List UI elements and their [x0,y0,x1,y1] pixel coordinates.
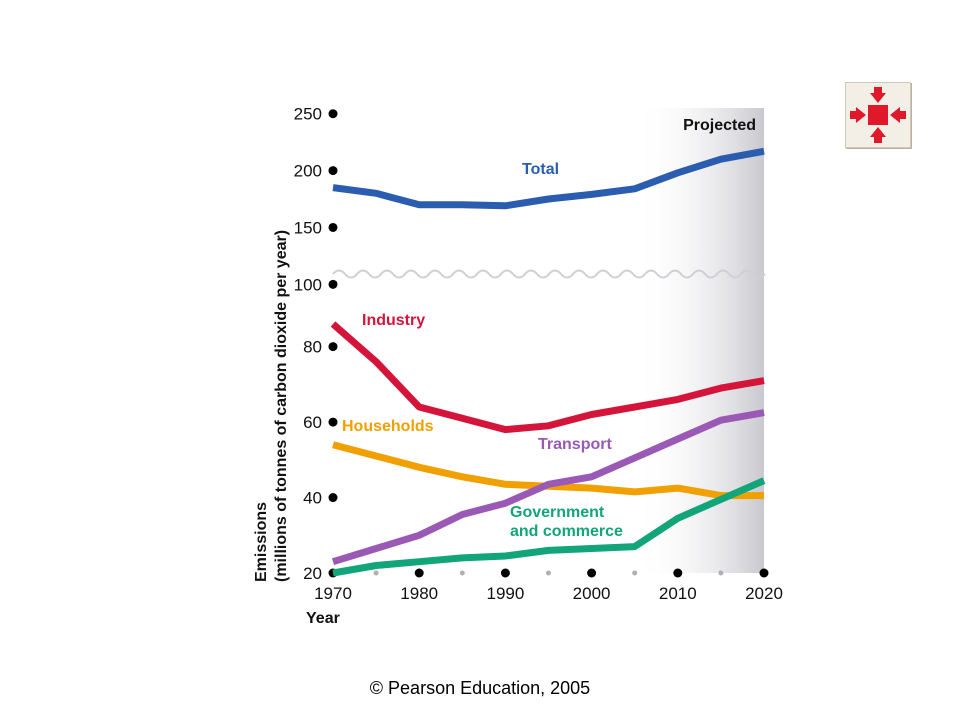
y-axis-title-line2: (millions of tonnes of carbon dioxide pe… [273,230,290,582]
y-tick-label: 20 [303,564,322,583]
x-tick-label: 2010 [659,584,697,603]
axis-break-wave [332,269,766,279]
series-lines [330,147,766,577]
series-label-government: Government and commerce [510,504,623,540]
x-tick-label: 2000 [573,584,611,603]
y-tick-label: 150 [294,218,322,237]
x-minor-tick-dot [632,570,638,576]
x-minor-tick-dot [459,570,465,576]
x-tick-dot [759,568,769,578]
x-tick-label: 1990 [486,584,524,603]
x-tick-dot [673,568,683,578]
copyright-notice: © Pearson Education, 2005 [369,678,591,698]
y-tick-label: 40 [303,489,322,508]
y-tick-label: 80 [303,338,322,357]
x-axis-title: Year [306,610,340,627]
y-tick-dot [328,279,338,289]
series-label-industry: Industry [362,312,425,329]
x-minor-tick-dot [373,570,379,576]
y-tick-label: 200 [294,162,322,181]
series-line-total [332,147,765,210]
x-minor-tick-dot [718,570,724,576]
y-tick-dot [328,109,338,119]
x-tick-label: 1970 [314,584,352,603]
series-label-households: Households [342,418,434,435]
x-tick-label: 2020 [745,584,783,603]
projected-shade-band [634,108,764,573]
nav-button[interactable] [845,82,911,148]
series-labels: Total Industry Households Transport Governme… [342,161,623,540]
x-tick-dot [500,568,510,578]
x-axis: 1970 1980 1990 2000 2010 2020 [314,568,783,603]
y-axis: 20 40 60 80 100 150 200 250 [294,105,338,583]
y-axis-title-line1: Emissions [253,502,270,582]
y-tick-dot [328,222,338,232]
series-line-transport [331,409,765,566]
y-tick-label: 250 [294,105,322,124]
y-tick-dot [328,493,338,503]
x-minor-tick-dot [546,570,551,576]
x-tick-dot [414,568,424,578]
series-label-transport: Transport [538,436,612,453]
y-tick-label: 60 [303,413,322,432]
projected-label: Projected [683,117,756,134]
collapse-arrows-icon [850,87,906,143]
x-tick-label: 1980 [400,584,438,603]
y-tick-dot [328,166,338,176]
series-label-total: Total [522,161,559,178]
series-line-government [332,477,766,577]
series-line-industry [330,321,765,434]
axis-break-line [332,269,766,279]
y-tick-label: 100 [294,275,322,294]
y-tick-dot [328,417,338,427]
y-tick-dot [328,342,338,352]
nav-icon-center [868,105,888,125]
x-tick-dot [587,568,597,578]
